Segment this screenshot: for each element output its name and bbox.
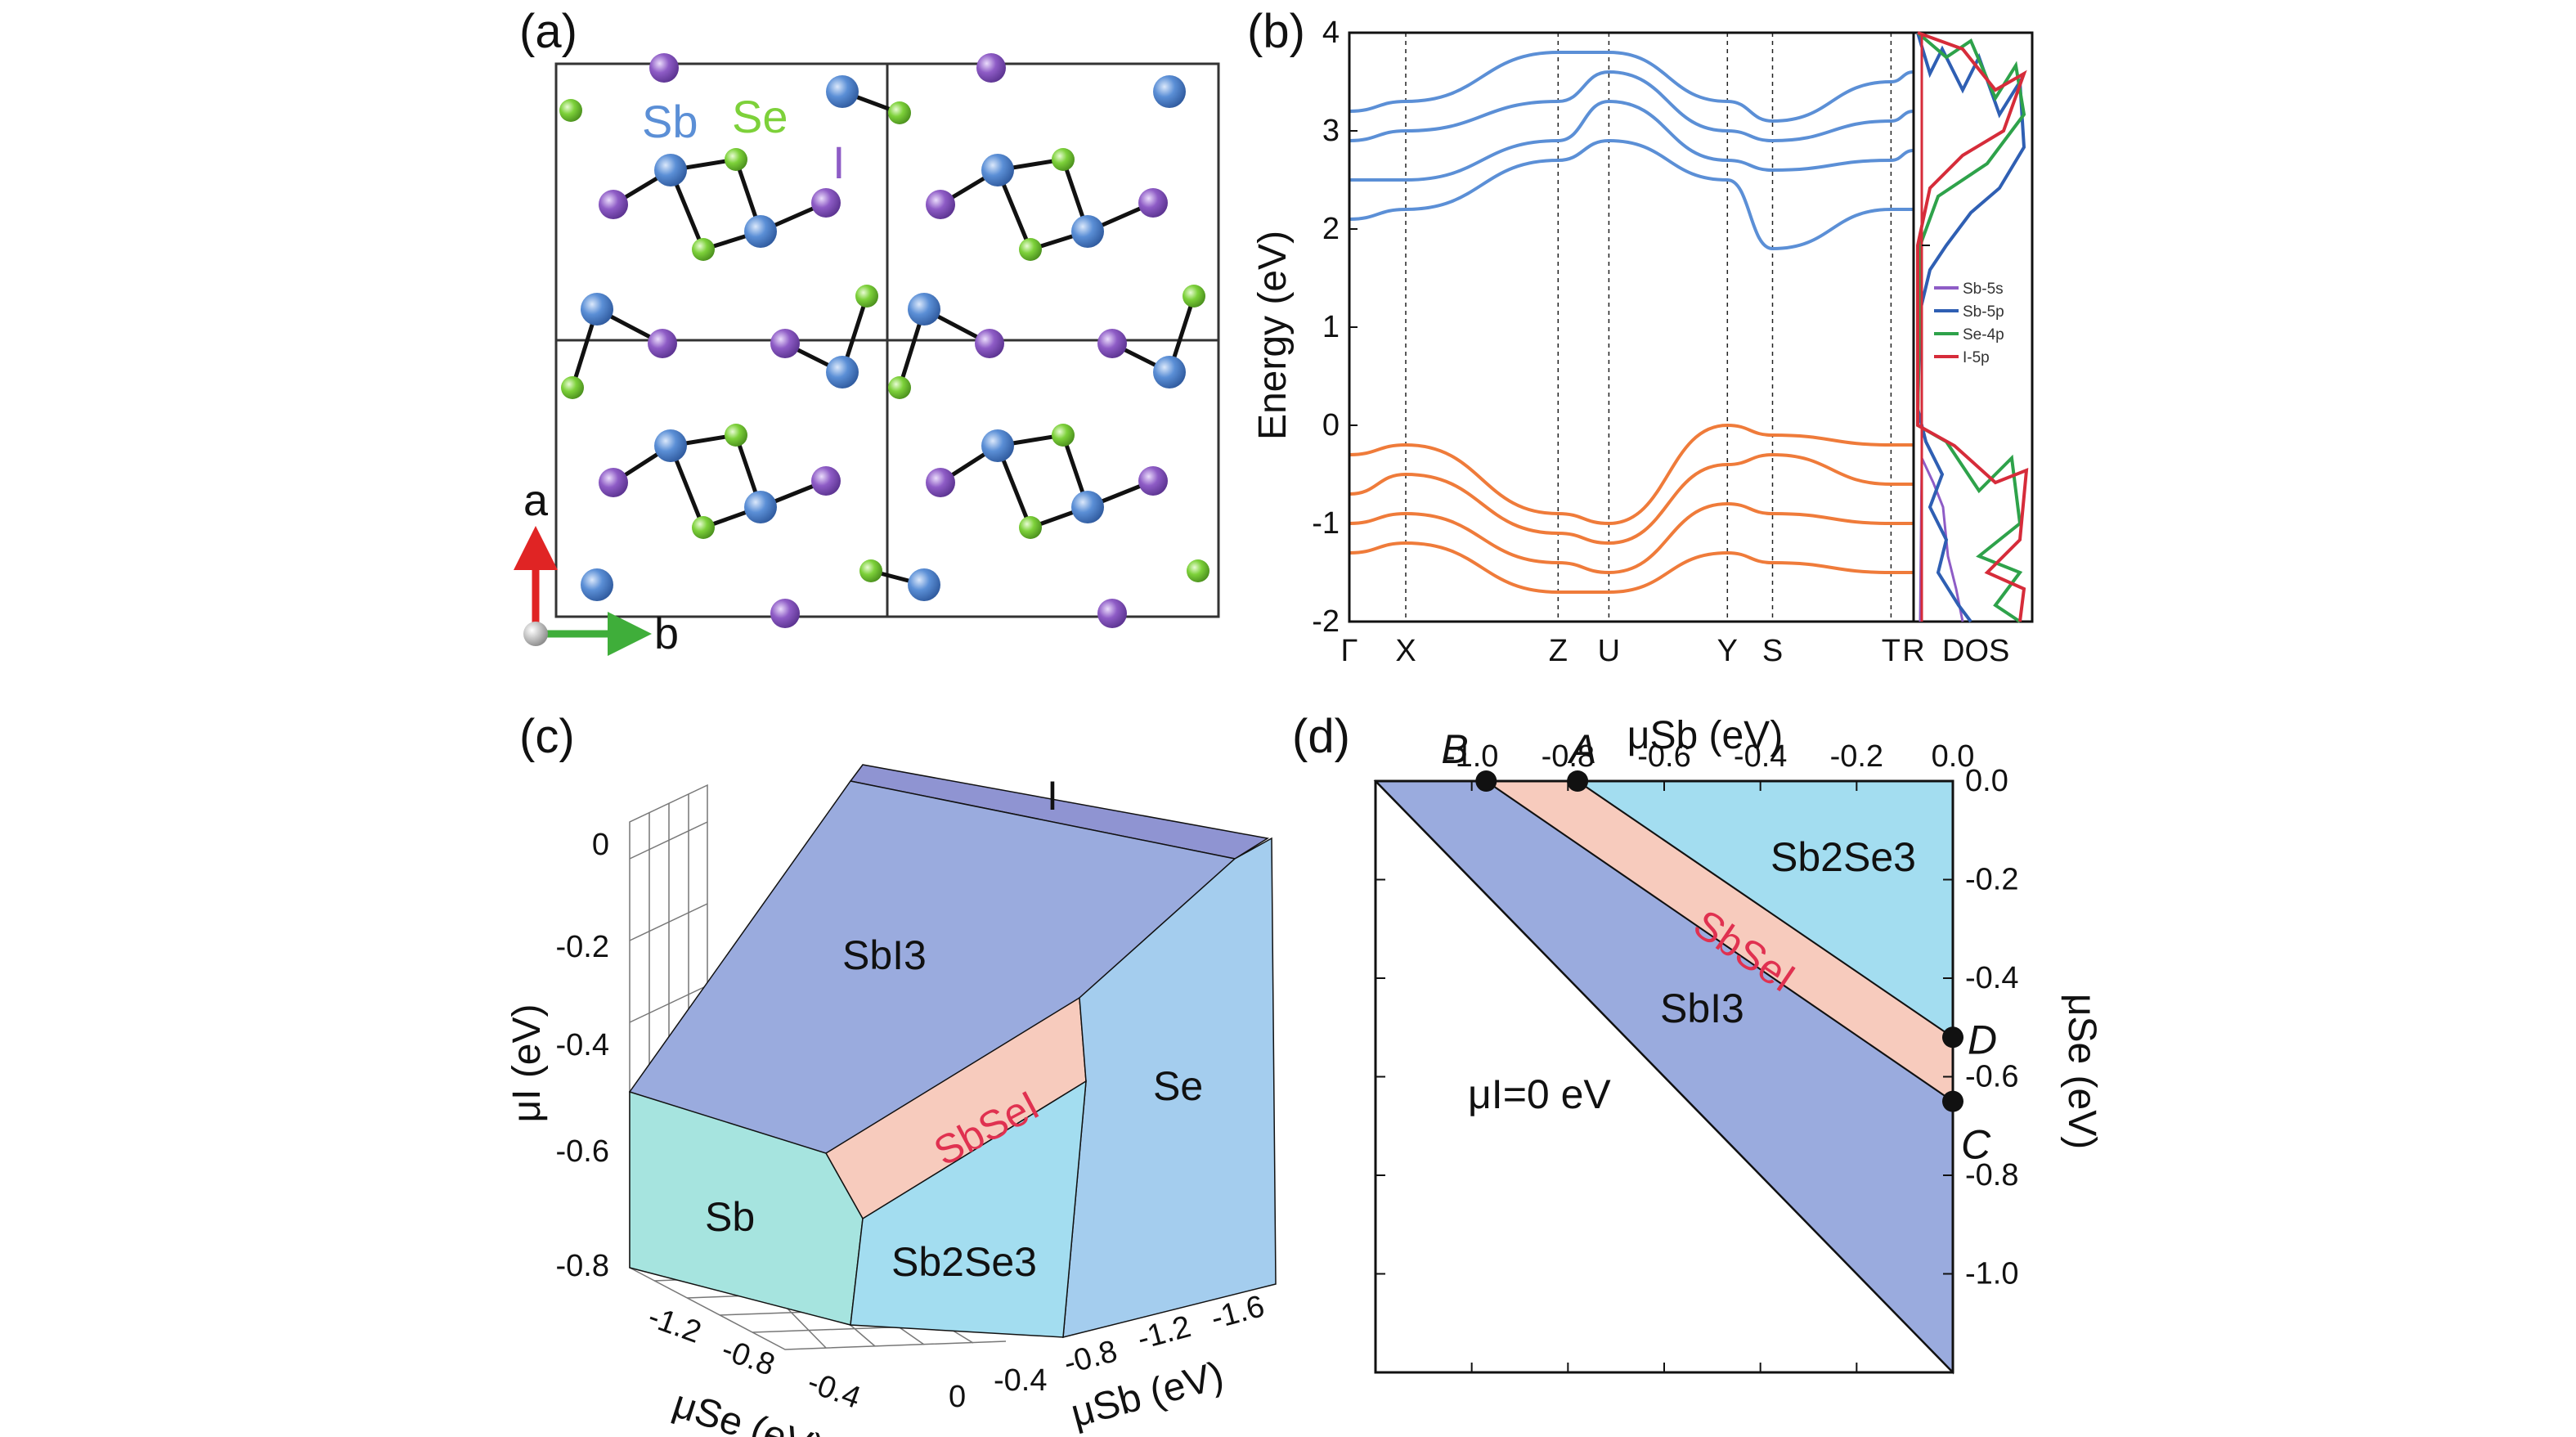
region-sbi3-label: SbI3 bbox=[842, 932, 927, 978]
band-yticks: -2 -1 0 1 2 3 4 bbox=[1312, 16, 1358, 639]
svg-text:-0.8: -0.8 bbox=[1060, 1334, 1120, 1381]
kpoint-label: U bbox=[1598, 634, 1620, 668]
band-ytick-label: 4 bbox=[1322, 16, 1340, 50]
svg-text:-0.8: -0.8 bbox=[556, 1249, 609, 1283]
kpoint-label: S bbox=[1762, 634, 1783, 668]
atoms bbox=[559, 53, 1209, 628]
axis-arrows: a b bbox=[514, 476, 679, 658]
dos-label: DOS bbox=[1942, 634, 2009, 668]
panel-a-label: (a) bbox=[519, 5, 577, 58]
band-lines bbox=[1349, 50, 1914, 594]
d-region-mu-i0: μI=0 eV bbox=[1468, 1071, 1611, 1117]
region-sb-label: Sb bbox=[705, 1194, 755, 1240]
d-frame bbox=[1374, 779, 1954, 1374]
svg-text:-0.8: -0.8 bbox=[717, 1332, 779, 1383]
kpoint-label: Z bbox=[1549, 634, 1568, 668]
band-ylabel: Energy (eV) bbox=[1251, 231, 1295, 440]
svg-text:-0.4: -0.4 bbox=[994, 1363, 1047, 1398]
panel-b-label: (b) bbox=[1247, 5, 1305, 58]
legend-i: I bbox=[832, 137, 846, 188]
band-line bbox=[1349, 541, 1914, 594]
band-ytick-label: 1 bbox=[1322, 310, 1340, 344]
band-ytick-label: 3 bbox=[1322, 114, 1340, 148]
d-point-label: D bbox=[1968, 1017, 1997, 1062]
svg-text:0: 0 bbox=[592, 828, 609, 862]
svg-text:-0.4: -0.4 bbox=[556, 1028, 609, 1062]
d-xtick-label: -0.6 bbox=[1637, 739, 1690, 774]
d-ytick-label: 0.0 bbox=[1965, 764, 2008, 798]
dos-legend-sb5p: Sb-5p bbox=[1963, 303, 2004, 321]
band-ytick-label: -2 bbox=[1312, 604, 1340, 639]
kpoint-label: X bbox=[1395, 634, 1416, 668]
dos-legend-i5p: I-5p bbox=[1963, 349, 1990, 366]
d-point-label: C bbox=[1961, 1122, 1991, 1168]
panel-c: (c) I SbI3 SbSeI Se Sb Sb2Se3 bbox=[505, 710, 1277, 1437]
band-line bbox=[1349, 501, 1914, 575]
kpoint-label: R bbox=[1902, 634, 1924, 668]
legend-sb: Sb bbox=[642, 96, 698, 147]
svg-text:-1.2: -1.2 bbox=[644, 1300, 706, 1350]
d-ytick-label: -1.0 bbox=[1965, 1257, 2018, 1291]
band-line bbox=[1349, 50, 1914, 123]
d-region-sb2se3: Sb2Se3 bbox=[1770, 834, 1916, 880]
d-xtick-label: -0.4 bbox=[1734, 739, 1787, 774]
svg-text:-0.4: -0.4 bbox=[803, 1365, 865, 1416]
panel-c-label: (c) bbox=[519, 710, 575, 763]
panel-d-label: (d) bbox=[1292, 710, 1350, 763]
d-ytick-label: -0.6 bbox=[1965, 1060, 2018, 1094]
dos-legend-sb5s: Sb-5s bbox=[1963, 281, 2004, 298]
d-point-label: A bbox=[1567, 726, 1596, 772]
band-line bbox=[1349, 452, 1914, 546]
svg-text:0: 0 bbox=[949, 1380, 966, 1414]
band-line bbox=[1349, 138, 1914, 251]
d-diagonal bbox=[1375, 780, 1954, 1373]
band-line bbox=[1349, 423, 1914, 526]
d-xtick-label: -1.0 bbox=[1445, 739, 1498, 774]
panel-d: (d) -1.0 -0.8 -0.6 -0.4 -0.2 0.00.0 -0.2 -0.4 -0… bbox=[1292, 710, 2103, 1375]
band-line bbox=[1349, 99, 1914, 182]
d-point-label: B bbox=[1441, 726, 1468, 772]
legend-se: Se bbox=[732, 91, 788, 142]
region-i-label: I bbox=[1047, 773, 1058, 819]
band-ytick-label: 0 bbox=[1322, 408, 1340, 442]
dos-panel: Sb-5s Sb-5p Se-4p I-5p DOS bbox=[1912, 31, 2034, 668]
d-ytick-label: -0.4 bbox=[1965, 961, 2018, 995]
panel-a: (a) bbox=[514, 5, 1220, 658]
d-xtick-label: -0.2 bbox=[1830, 739, 1883, 774]
c-zlabel: μI (eV) bbox=[505, 1004, 549, 1122]
axis-a-label: a bbox=[523, 476, 549, 525]
axis-b-label: b bbox=[654, 609, 679, 658]
region-sb2se3-face bbox=[850, 1080, 1087, 1338]
d-plot: -1.0 -0.8 -0.6 -0.4 -0.2 0.00.0 -0.2 -0.4 -0.6 -0… bbox=[1373, 726, 2018, 1375]
kpoint-label: Γ bbox=[1341, 634, 1358, 668]
band-line bbox=[1349, 70, 1914, 143]
d-region-sbi3: SbI3 bbox=[1660, 986, 1744, 1031]
origin-icon bbox=[523, 622, 548, 646]
band-frame bbox=[1348, 31, 1915, 623]
region-sb2se3-label: Sb2Se3 bbox=[891, 1239, 1037, 1285]
svg-text:-0.2: -0.2 bbox=[556, 930, 609, 964]
dos-legend-se4p: Se-4p bbox=[1963, 326, 2004, 344]
kpoint-label: T bbox=[1882, 634, 1901, 668]
svg-text:-0.6: -0.6 bbox=[556, 1134, 609, 1169]
d-xtick-label: 0.0 bbox=[1932, 739, 1975, 774]
d-xlabel: μSb (eV) bbox=[1627, 714, 1783, 757]
band-ytick-label: 2 bbox=[1322, 212, 1340, 246]
d-ytick-label: -0.2 bbox=[1965, 863, 2018, 897]
d-ylabel: μSe (eV) bbox=[2060, 994, 2103, 1149]
d-xtick-label: -0.8 bbox=[1542, 739, 1595, 774]
band-ytick-label: -1 bbox=[1312, 506, 1340, 541]
d-ytick-label: -0.8 bbox=[1965, 1158, 2018, 1192]
region-se-label: Se bbox=[1153, 1063, 1203, 1109]
kpoint-label: Y bbox=[1717, 634, 1738, 668]
